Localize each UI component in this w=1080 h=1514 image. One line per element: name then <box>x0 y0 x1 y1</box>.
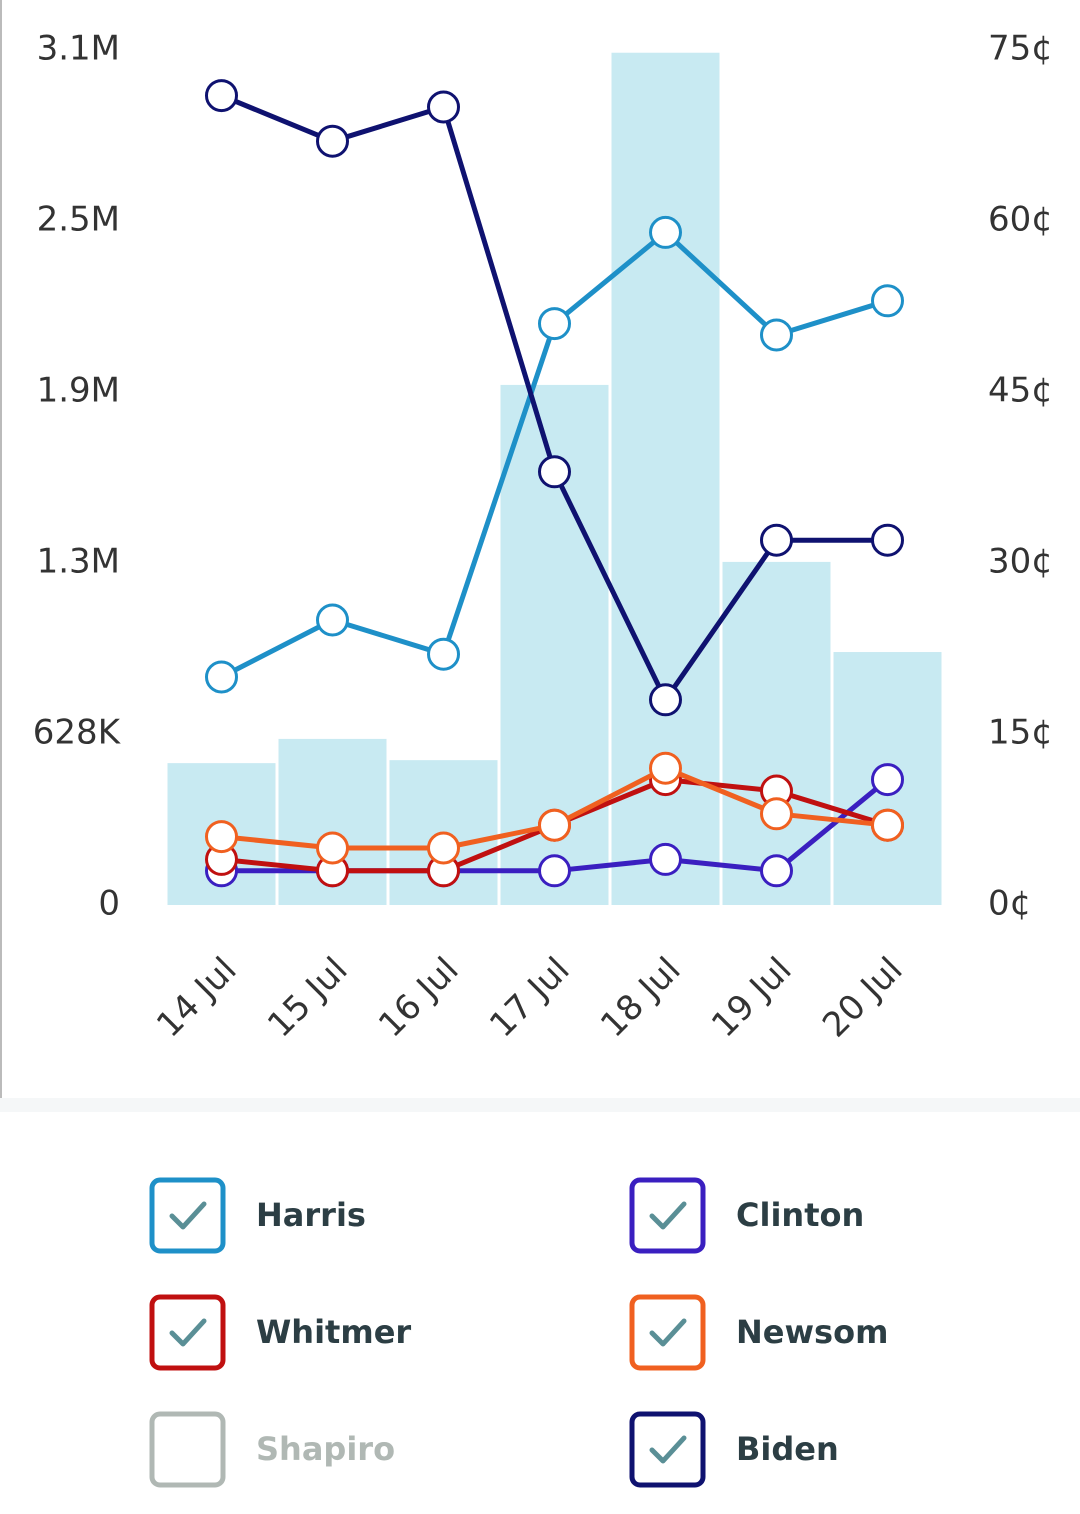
legend-checkbox[interactable] <box>149 1411 226 1488</box>
check-mark <box>169 1201 207 1230</box>
legend-item[interactable]: Shapiro <box>149 1411 395 1488</box>
point <box>316 603 349 637</box>
point <box>871 808 904 842</box>
y-tick-label: 2.5M <box>37 200 120 240</box>
point <box>871 523 904 557</box>
y-tick-label: 0 <box>98 884 120 924</box>
point <box>316 831 349 865</box>
y2-tick-label: 60¢ <box>988 200 1053 240</box>
point <box>205 79 238 113</box>
check-mark <box>649 1201 687 1230</box>
legend-item[interactable]: Biden <box>629 1411 839 1488</box>
y2-tick-label: 45¢ <box>988 371 1053 411</box>
legend-label: Newsom <box>736 1313 888 1351</box>
point <box>649 215 682 249</box>
point <box>649 683 682 717</box>
point <box>649 842 682 876</box>
legend-label: Whitmer <box>256 1313 411 1351</box>
check-mark <box>169 1318 207 1347</box>
legend-item[interactable]: Harris <box>149 1177 366 1254</box>
y2-tick-label: 30¢ <box>988 542 1053 582</box>
point <box>316 124 349 158</box>
point <box>538 854 571 888</box>
point <box>649 751 682 785</box>
legend-checkbox[interactable] <box>149 1177 226 1254</box>
legend-label: Harris <box>256 1196 366 1234</box>
y-tick-label: 1.9M <box>37 371 120 411</box>
legend-label: Clinton <box>736 1196 864 1234</box>
point <box>427 90 460 124</box>
point <box>871 284 904 318</box>
legend-item[interactable]: Newsom <box>629 1294 888 1371</box>
y-tick-label: 628K <box>33 713 122 753</box>
y2-tick-label: 75¢ <box>988 29 1053 69</box>
point <box>538 808 571 842</box>
legend-item[interactable]: Whitmer <box>149 1294 411 1371</box>
y-tick-label: 1.3M <box>37 542 120 582</box>
point <box>205 820 238 854</box>
point <box>760 854 793 888</box>
check-mark <box>649 1318 687 1347</box>
y-tick-label: 3.1M <box>37 29 120 69</box>
legend-checkbox[interactable] <box>149 1294 226 1371</box>
y2-tick-label: 15¢ <box>988 713 1053 753</box>
check-mark <box>649 1435 687 1464</box>
bar <box>722 561 831 905</box>
legend-checkbox[interactable] <box>629 1294 706 1371</box>
y2-tick-label: 0¢ <box>988 884 1031 924</box>
separator <box>0 1098 1080 1112</box>
point <box>205 660 238 694</box>
point <box>538 307 571 341</box>
point <box>871 763 904 797</box>
point <box>760 318 793 352</box>
point <box>760 797 793 831</box>
legend-label: Shapiro <box>256 1430 395 1468</box>
point <box>427 831 460 865</box>
legend-label: Biden <box>736 1430 839 1468</box>
point <box>538 455 571 489</box>
point <box>427 637 460 671</box>
point <box>760 523 793 557</box>
legend-checkbox[interactable] <box>629 1411 706 1488</box>
legend-checkbox[interactable] <box>629 1177 706 1254</box>
legend-item[interactable]: Clinton <box>629 1177 864 1254</box>
